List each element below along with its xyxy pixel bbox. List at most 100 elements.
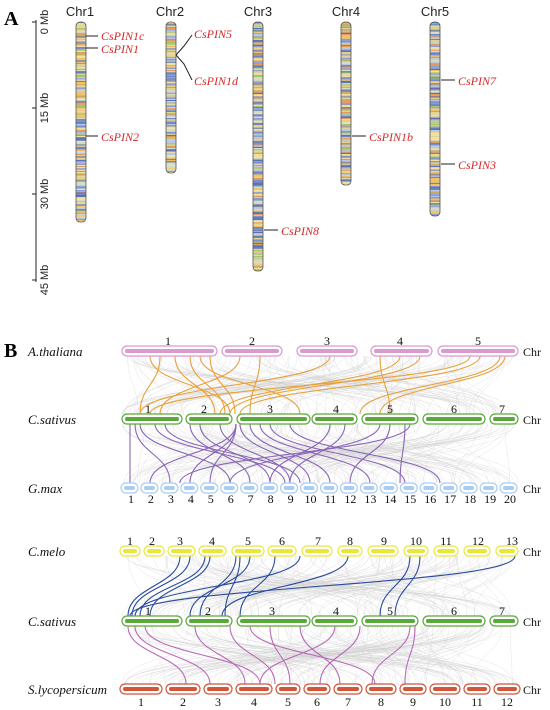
chr-number-3-2: 2 (149, 534, 155, 548)
chr-number-3-4: 4 (209, 534, 215, 548)
species-label-tomato: S.lycopersicum (28, 682, 107, 697)
species-label-arabidopsis: A.thaliana (27, 344, 83, 359)
chr-number-3-8: 8 (347, 534, 353, 548)
chr-number-1-3: 3 (267, 402, 273, 416)
chr-suffix-cucumber-2: Chr (523, 615, 541, 629)
chr-number-soybean-8: 8 (268, 492, 274, 506)
chr-number-0-4: 4 (397, 334, 403, 348)
chr1-title: Chr1 (66, 4, 94, 19)
chr-number-tomato-9: 9 (410, 695, 416, 709)
chr-number-3-3: 3 (177, 534, 183, 548)
chr-number-4-6: 6 (451, 604, 457, 618)
gene-cspin1d: CsPIN1d (194, 74, 239, 88)
chr-number-tomato-12: 12 (501, 695, 513, 709)
chromosome-tracks (119, 345, 521, 695)
scale-label-30: 30 Mb (39, 179, 51, 210)
chr-number-tomato-11: 11 (471, 695, 483, 709)
chr-number-3-12: 12 (472, 534, 484, 548)
chr-number-soybean-12: 12 (344, 492, 356, 506)
chr-number-4-4: 4 (333, 604, 339, 618)
chr-number-3-5: 5 (245, 534, 251, 548)
gene-markers (86, 34, 455, 231)
chr3-title: Chr3 (244, 4, 272, 19)
chr-number-soybean-10: 10 (305, 492, 317, 506)
chr-number-4-2: 2 (205, 604, 211, 618)
chr-number-soybean-4: 4 (188, 492, 194, 506)
scale-label-45: 45 Mb (39, 265, 51, 296)
chr-number-soybean-18: 18 (464, 492, 476, 506)
chr-number-3-7: 7 (315, 534, 321, 548)
gene-cspin1b: CsPIN1b (369, 130, 413, 144)
chr-number-tomato-7: 7 (345, 695, 351, 709)
chr-number-4-5: 5 (387, 604, 393, 618)
chr-number-tomato-1: 1 (138, 695, 144, 709)
chr-number-tomato-10: 10 (439, 695, 451, 709)
chr-number-tomato-8: 8 (378, 695, 384, 709)
chr-number-0-1: 1 (165, 334, 171, 348)
chr-suffix-soybean: Chr (523, 482, 541, 496)
species-label-cucumber-2: C.sativus (28, 614, 76, 629)
chr5-title: Chr5 (421, 4, 449, 19)
gene-cspin7: CsPIN7 (458, 74, 497, 88)
chr-number-3-11: 11 (440, 534, 452, 548)
chr-suffix-cucumber-1: Chr (523, 413, 541, 427)
chr-number-3-6: 6 (279, 534, 285, 548)
chr-number-1-4: 4 (333, 402, 339, 416)
chr-number-soybean-1: 1 (128, 492, 134, 506)
chr-number-1-1: 1 (145, 402, 151, 416)
chr-number-soybean-19: 19 (484, 492, 496, 506)
chr-suffix-tomato: Chr (523, 683, 541, 697)
scale-label-15: 15 Mb (39, 93, 51, 124)
chr-number-tomato-2: 2 (180, 695, 186, 709)
panel-a-letter: A (4, 8, 19, 30)
chr-number-soybean-13: 13 (364, 492, 376, 506)
chr-number-3-1: 1 (127, 534, 133, 548)
chr-number-1-2: 2 (201, 402, 207, 416)
gene-cspin8: CsPIN8 (281, 224, 319, 238)
chr-number-soybean-15: 15 (404, 492, 416, 506)
chr-suffix-melon: Chr (523, 545, 541, 559)
chr-number-soybean-7: 7 (248, 492, 254, 506)
chr-number-1-5: 5 (387, 402, 393, 416)
gene-cspin2: CsPIN2 (101, 130, 139, 144)
chr-number-4-1: 1 (145, 604, 151, 618)
chr-number-0-3: 3 (324, 334, 330, 348)
chr-suffix-arabidopsis: Chr (523, 345, 541, 359)
gene-cspin1: CsPIN1 (101, 42, 139, 56)
chr4-bar (340, 21, 352, 186)
chr-number-4-3: 3 (269, 604, 275, 618)
chr2-bar (165, 21, 177, 174)
chr-number-soybean-14: 14 (384, 492, 396, 506)
chr-number-soybean-16: 16 (424, 492, 436, 506)
chr-number-soybean-3: 3 (168, 492, 174, 506)
chr-number-soybean-5: 5 (208, 492, 214, 506)
chr-number-tomato-4: 4 (251, 695, 257, 709)
chr-number-1-6: 6 (451, 402, 457, 416)
chr-number-3-13: 13 (506, 534, 518, 548)
chr-number-tomato-6: 6 (314, 695, 320, 709)
scale-bar: 0 Mb 15 Mb 30 Mb 45 Mb (32, 10, 51, 296)
chr-number-soybean-2: 2 (148, 492, 154, 506)
chr-number-0-5: 5 (475, 334, 481, 348)
chr-number-4-7: 7 (499, 604, 505, 618)
species-label-melon: C.melo (28, 544, 66, 559)
chr-number-soybean-20: 20 (504, 492, 516, 506)
chr-number-3-9: 9 (381, 534, 387, 548)
scale-label-0: 0 Mb (39, 10, 51, 34)
gene-cspin1c: CsPIN1c (101, 29, 145, 43)
species-label-soybean: G.max (28, 481, 63, 496)
chr-number-soybean-6: 6 (228, 492, 234, 506)
panel-b-letter: B (4, 340, 17, 362)
chr2-title: Chr2 (156, 4, 184, 19)
species-label-cucumber-1: C.sativus (28, 412, 76, 427)
chr-number-3-10: 10 (410, 534, 422, 548)
chromosome-numbers: 1 2 3 4 51 2 3 4 5 6 71 2 3 4 5 6 7 8 9 10 11 12 131 2 3 4 5 6 71 2 3 4… (127, 334, 518, 709)
gene-cspin3: CsPIN3 (458, 158, 496, 172)
chr3-bar (252, 21, 264, 272)
chr4-title: Chr4 (332, 4, 360, 19)
chr-number-tomato-5: 5 (285, 695, 291, 709)
chr-number-soybean-9: 9 (288, 492, 294, 506)
chr5-bar (429, 21, 441, 217)
chr1-bar (75, 21, 87, 223)
